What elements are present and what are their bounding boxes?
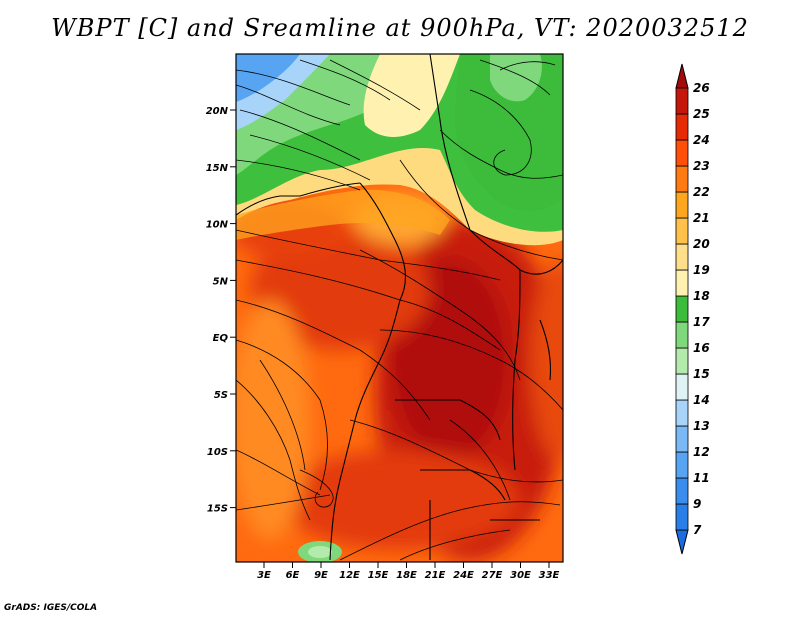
lat-tick-label: 5N — [213, 276, 229, 287]
colorbar-label: 14 — [693, 393, 710, 407]
latitude-axis: 20N 15N 10N 5N EQ 5S 10S 15S — [206, 106, 236, 515]
colorbar-label: 9 — [693, 497, 701, 511]
colorbar-swatch — [675, 399, 689, 427]
lon-tick-label: 6E — [286, 570, 300, 581]
colorbar-label: 20 — [693, 237, 710, 251]
colorbar-swatch — [675, 217, 689, 245]
country-borders — [236, 54, 563, 561]
colorbar-swatch — [675, 321, 689, 349]
colorbar-swatch — [675, 477, 689, 505]
colorbar-label: 23 — [693, 159, 710, 173]
lon-tick-label: 33E — [539, 570, 560, 581]
lon-tick-label: 30E — [510, 570, 531, 581]
lon-tick-label: 3E — [257, 570, 271, 581]
lon-tick-label: 12E — [339, 570, 360, 581]
colorbar-swatch — [675, 139, 689, 167]
lat-tick-label: 10N — [206, 220, 229, 231]
colorbar-label: 26 — [693, 81, 710, 95]
longitude-axis: 3E 6E 9E 12E 15E 18E 21E 24E 27E 30E 33E — [257, 562, 560, 581]
colorbar-label: 11 — [693, 471, 710, 485]
colorbar-label: 22 — [693, 185, 710, 199]
colorbar-label: 16 — [693, 341, 710, 355]
chart-title: WBPT [C] and Sreamline at 900hPa, VT: 20… — [51, 14, 749, 42]
lat-tick-label: 20N — [206, 106, 229, 117]
colorbar-label: 17 — [693, 315, 710, 329]
colorbar-swatch — [675, 269, 689, 297]
wbpt-field — [236, 54, 563, 562]
colorbar-swatch — [675, 373, 689, 401]
map-frame — [235, 53, 564, 563]
colorbar-swatch — [675, 347, 689, 375]
grads-credit: GrADS: IGES/COLA — [4, 603, 98, 613]
colorbar-label: 12 — [693, 445, 710, 459]
colorbar-label: 19 — [693, 263, 710, 277]
colorbar-min-arrow — [675, 529, 689, 555]
colorbar-label: 18 — [693, 289, 710, 303]
colorbar-label: 24 — [693, 133, 710, 147]
colorbar-max-arrow — [675, 63, 689, 89]
colorbar-swatch — [675, 425, 689, 453]
lon-tick-label: 9E — [314, 570, 328, 581]
lon-tick-label: 21E — [425, 570, 446, 581]
lon-tick-label: 24E — [453, 570, 474, 581]
colorbar-swatch — [675, 113, 689, 141]
colorbar: 7 9 11 12 13 14 15 16 17 18 19 20 21 22 23 24 25 26 — [675, 63, 710, 555]
colorbar-swatch — [675, 295, 689, 323]
colorbar-label: 13 — [693, 419, 710, 433]
lon-tick-label: 18E — [396, 570, 417, 581]
lat-tick-label: 10S — [207, 447, 228, 458]
lon-tick-label: 27E — [482, 570, 503, 581]
lat-tick-label: 15S — [207, 504, 228, 515]
lat-tick-label: EQ — [213, 333, 229, 344]
colorbar-label: 15 — [693, 367, 710, 381]
colorbar-label: 25 — [693, 107, 710, 121]
lon-tick-label: 15E — [368, 570, 389, 581]
colorbar-swatch — [675, 243, 689, 271]
colorbar-label: 21 — [693, 211, 710, 225]
streamlines — [236, 59, 563, 561]
colorbar-swatch — [675, 451, 689, 479]
colorbar-swatch — [675, 191, 689, 219]
lat-tick-label: 5S — [214, 390, 228, 401]
lat-tick-label: 15N — [206, 163, 229, 174]
colorbar-swatch — [675, 503, 689, 531]
colorbar-swatch — [675, 87, 689, 115]
colorbar-swatch — [675, 165, 689, 193]
colorbar-label: 7 — [693, 523, 702, 537]
